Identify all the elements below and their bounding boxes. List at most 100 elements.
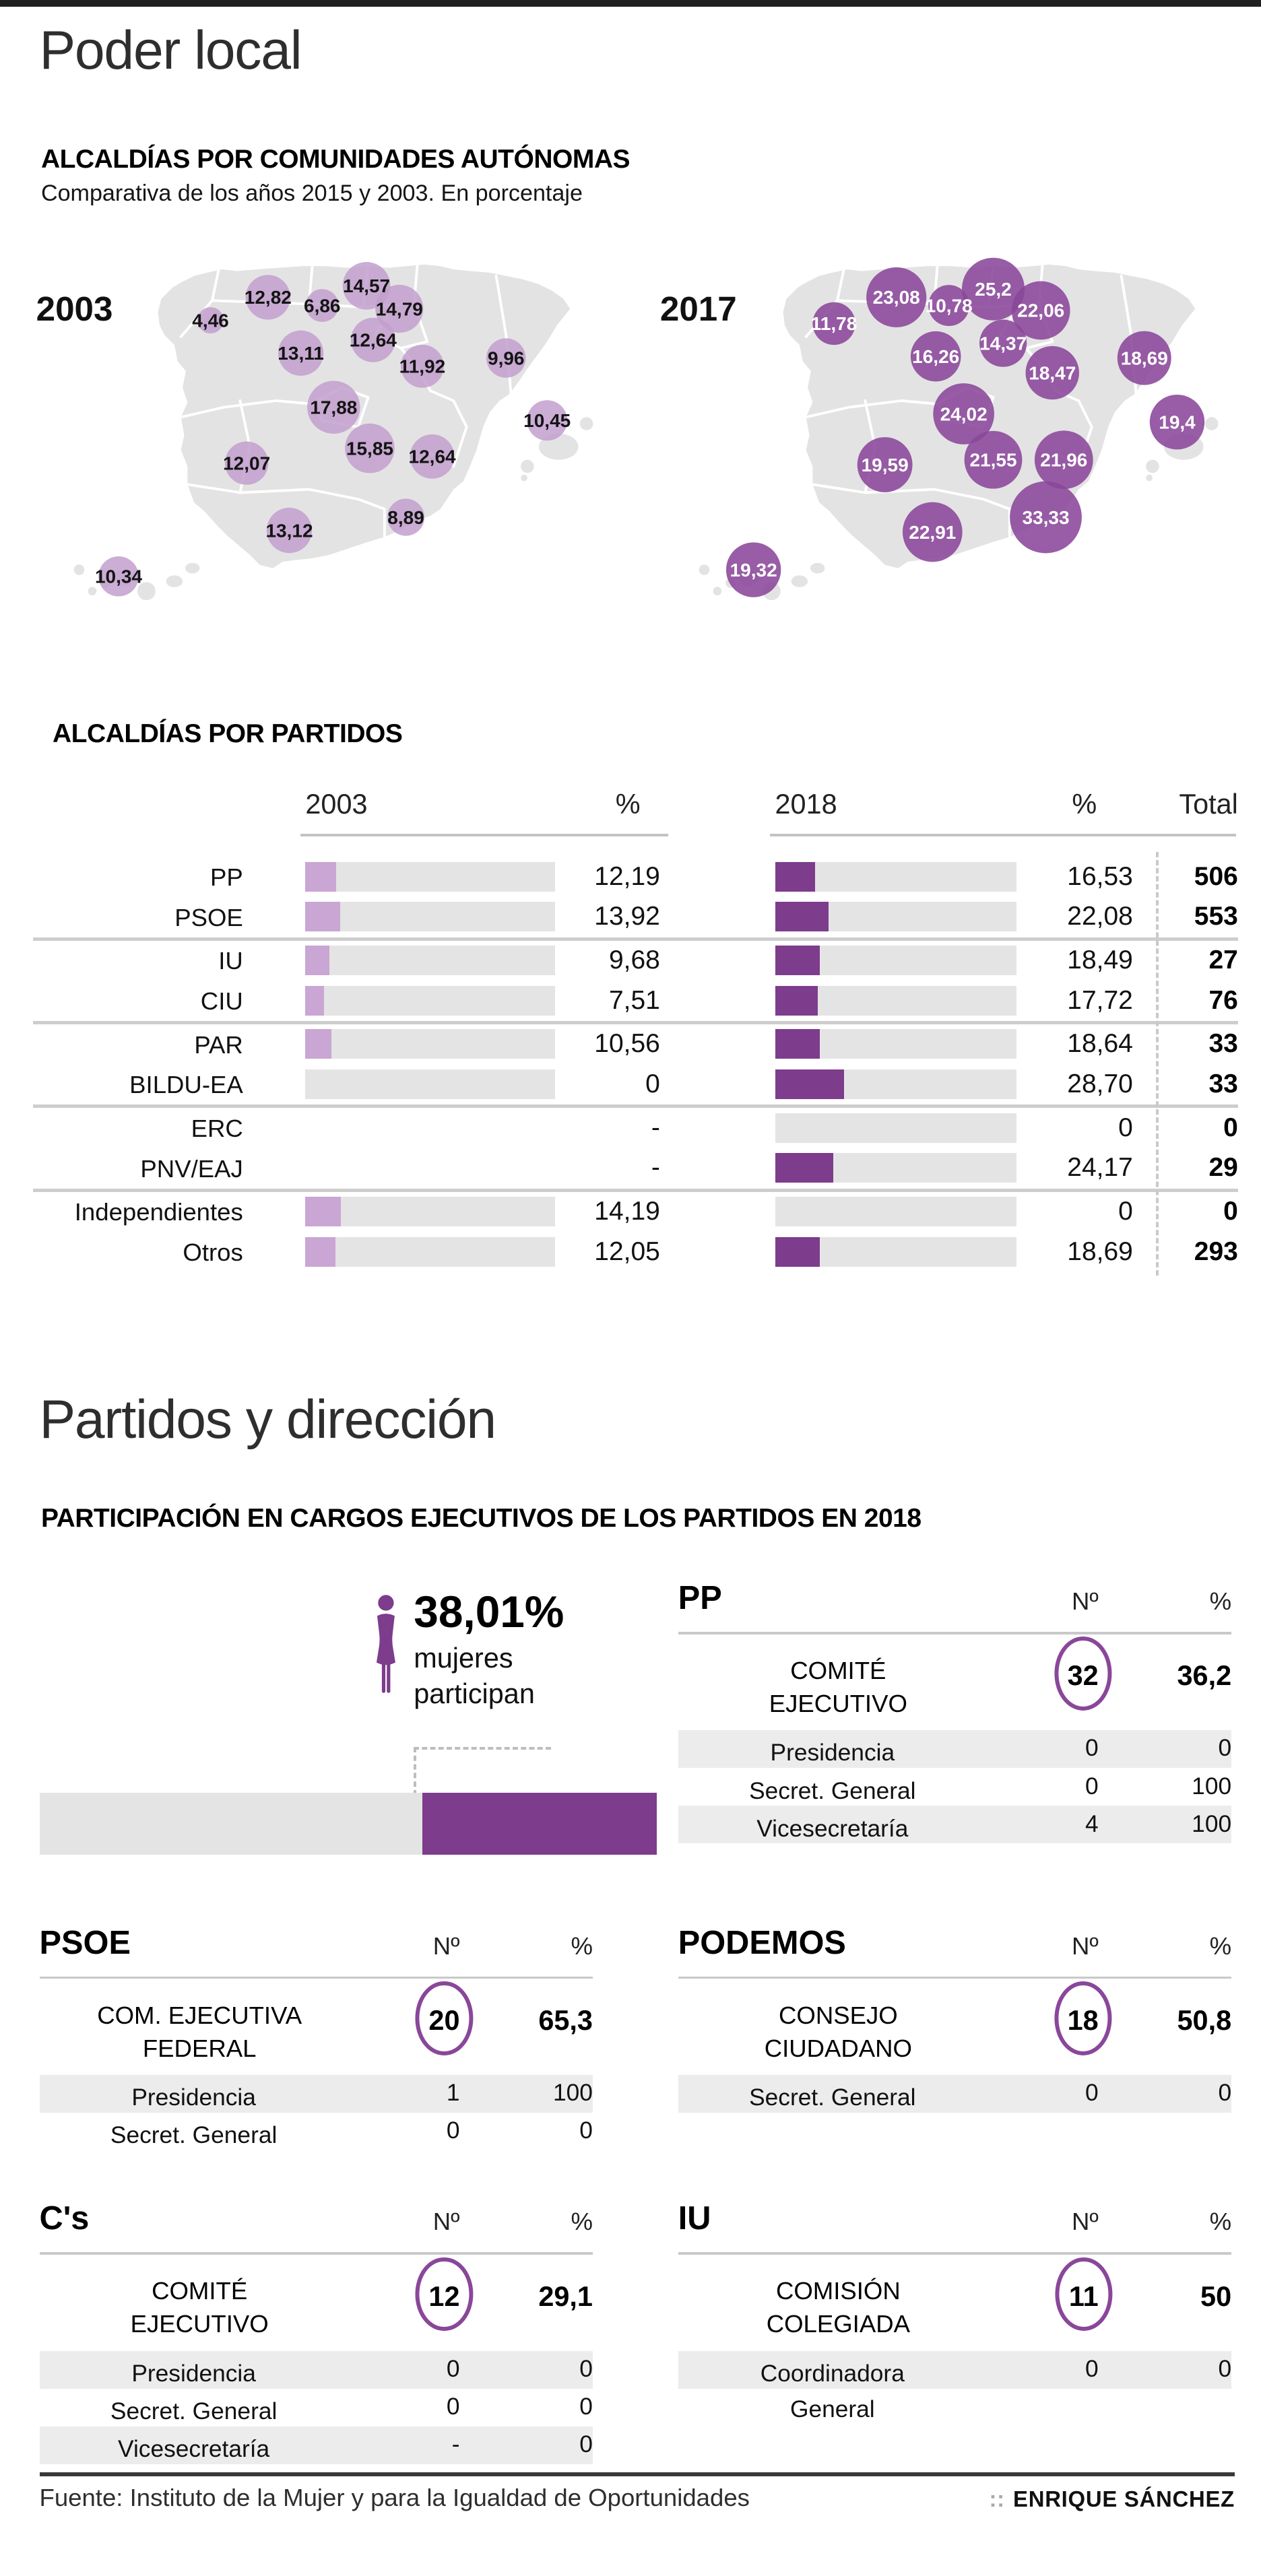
header-underline: [678, 2252, 1232, 2255]
parties-bar-table: PP 12,19 16,53 506 PSOE 13,92 22,08 553 IU 9,68 18…: [0, 857, 1261, 1272]
map-year-label-2003: 2003: [36, 290, 113, 328]
main-pct-value: 50,8: [1177, 2004, 1232, 2037]
total-column-divider: [1156, 852, 1159, 1276]
map-bubble: [400, 344, 444, 388]
bar-track-2003: [305, 902, 555, 932]
party-label: PSOE: [174, 903, 243, 931]
value-2018: 22,08: [1067, 902, 1133, 931]
bar-fill-2018: [775, 946, 820, 975]
top-rule: [0, 0, 1261, 7]
map-bubble-label: 13,12: [265, 520, 313, 541]
callout-dashed-line: [414, 1746, 552, 1795]
map-bubble-label: 14,79: [375, 298, 422, 319]
map-bubble: [857, 436, 913, 492]
participation-line1: mujeres: [414, 1641, 513, 1674]
bar-track-2018: [775, 1196, 1016, 1226]
value-2003: -: [651, 1113, 660, 1142]
value-total: 0: [1223, 1113, 1238, 1142]
map-bubble-label: 19,4: [1159, 411, 1196, 432]
party-row: Otros 12,05 18,69 293: [0, 1232, 1261, 1272]
main-body-label: COMITÉ EJECUTIVO: [769, 1657, 907, 1717]
map-bubble: [375, 284, 423, 333]
map-bubble-label: 12,64: [349, 329, 397, 350]
value-2018: 18,69: [1067, 1236, 1133, 1266]
col-header-pct: %: [1209, 1587, 1232, 1616]
value-2003: 7,51: [608, 985, 660, 1015]
map-bubble-label: 16,26: [912, 346, 959, 367]
value-total: 33: [1208, 1069, 1238, 1099]
map-bubble-label: 8,89: [387, 507, 424, 528]
map-bubble-label: 18,47: [1029, 362, 1076, 383]
party-label: PNV/EAJ: [140, 1154, 243, 1183]
bar-fill-2003: [305, 902, 340, 932]
main-pct-value: 65,3: [538, 2004, 593, 2037]
map-bubble: [344, 423, 395, 473]
bar-track-2003: [305, 1196, 555, 1226]
sub-row-label: Coordinadora General: [760, 2360, 905, 2423]
bar-track-2003: [305, 1069, 555, 1099]
map-bubble-label: 22,91: [909, 522, 956, 543]
exec-sub-row: Coordinadora General 0 0: [678, 2350, 1232, 2422]
bar-track-2003: [305, 946, 555, 975]
sub-row-pct: 0: [579, 2393, 593, 2420]
map-bubble-label: 19,59: [862, 455, 909, 475]
sub-row-pct: 0: [1218, 1735, 1232, 1762]
bar-track-2018: [775, 1069, 1016, 1099]
highlight-circle-icon: [1055, 2257, 1113, 2332]
sub-row-n: 0: [446, 2117, 460, 2144]
sub-row-n: -: [451, 2431, 460, 2457]
map-bubble-label: 12,82: [244, 287, 291, 308]
exec-sub-row: Secret. General 0 0: [678, 2075, 1232, 2113]
sub-row-n: 0: [446, 2393, 460, 2420]
map-bubble-label: 18,69: [1121, 348, 1168, 368]
value-2018: 16,53: [1067, 861, 1133, 891]
col-header-pct: %: [1209, 1931, 1232, 1960]
value-2018: 0: [1118, 1196, 1133, 1226]
value-total: 27: [1208, 946, 1238, 975]
exec-sub-row: Presidencia 1 100: [39, 2075, 593, 2113]
col-header-pct: %: [571, 1931, 593, 1960]
bar-track-2018: [775, 1236, 1016, 1267]
map-bubble: [305, 289, 339, 322]
header-underline: [39, 1976, 593, 1979]
value-2018: 24,17: [1067, 1153, 1133, 1183]
party-label: Otros: [183, 1239, 243, 1267]
main-body-label: COMITÉ EJECUTIVO: [130, 2277, 269, 2338]
bar-fill-2018: [775, 861, 815, 892]
exec-sub-row: Secret. General 0 100: [678, 1768, 1231, 1806]
party-label: CIU: [200, 987, 243, 1016]
bar-fill-2018: [775, 1153, 834, 1183]
party-name: PP: [678, 1579, 722, 1616]
map-bubble-label: 21,96: [1040, 449, 1087, 470]
party-name: PSOE: [39, 1924, 131, 1961]
value-total: 33: [1208, 1029, 1238, 1059]
value-2003: 12,05: [594, 1236, 660, 1266]
sub-row-pct: 100: [1192, 1810, 1232, 1837]
col-header-n: Nº: [1071, 2208, 1099, 2236]
map-bubble: [1010, 481, 1082, 554]
value-2003: 12,19: [594, 861, 660, 891]
main-pct-value: 36,2: [1177, 1659, 1232, 1692]
sub-row-pct: 0: [1218, 2355, 1232, 2382]
main-n-value: 20: [329, 1981, 474, 2055]
map-bubble: [245, 275, 290, 320]
footer-source: Fuente: Instituto de la Mujer y para la …: [39, 2483, 750, 2511]
value-2018: 18,64: [1067, 1029, 1133, 1059]
group-separator: [32, 937, 1238, 941]
map-bubble: [933, 383, 995, 444]
sub-rows: Secret. General 0 0: [678, 2075, 1232, 2113]
main-body-label: CONSEJO CIUDADANO: [764, 2001, 912, 2062]
sub-row-n: 0: [1085, 1773, 1099, 1799]
maps-section-title: ALCALDÍAS POR COMUNIDADES AUTÓNOMAS: [40, 144, 630, 174]
highlight-circle-icon: [415, 2257, 474, 2332]
bar-track-2018: [775, 902, 1016, 932]
value-2018: 17,72: [1067, 985, 1133, 1015]
participation-bar-track: [39, 1792, 657, 1855]
value-2003: 9,68: [608, 946, 660, 975]
map-bubble: [1035, 430, 1093, 489]
party-row: PNV/EAJ - 24,17 29: [0, 1148, 1261, 1189]
map-bubble-label: 15,85: [346, 438, 393, 459]
bar-track-2018: [775, 1029, 1016, 1059]
